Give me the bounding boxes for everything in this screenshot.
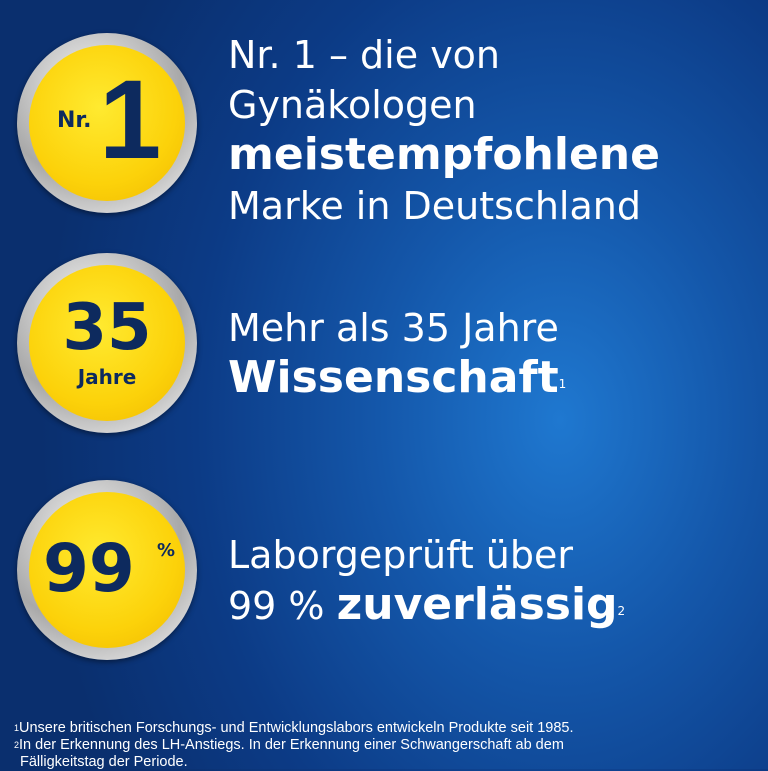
- badge-value: 1: [99, 57, 162, 182]
- badge-prefix: Nr.: [57, 108, 92, 133]
- claim-bold: zuverlässig: [336, 579, 618, 630]
- claim-line: Nr. 1 – die von: [228, 33, 501, 77]
- badge-value: 99: [43, 530, 135, 607]
- footnote-text: In der Erkennung des LH-Anstiegs. In der…: [19, 737, 564, 753]
- claim-prefix: 99 %: [228, 584, 325, 628]
- claim-1: Nr. 1 – die von Gynäkologen meistempfohl…: [228, 30, 660, 231]
- footnote-ref: 1: [558, 377, 567, 391]
- 99-percent-badge: 99 %: [17, 480, 197, 660]
- footnote-mark: 1: [14, 723, 20, 733]
- claim-line: Gynäkologen: [228, 83, 477, 127]
- claim-2: Mehr als 35 Jahre Wissenschaft1: [228, 303, 566, 404]
- claim-bold: meistempfohlene: [228, 129, 660, 180]
- footnote-text: Unsere britischen Forschungs- und Entwic…: [19, 720, 574, 736]
- badge-suffix: Jahre: [77, 365, 137, 389]
- 35-years-badge: 35 Jahre: [17, 253, 197, 433]
- footnote-mark: 2: [14, 740, 20, 750]
- claim-line: Laborgeprüft über: [228, 533, 574, 577]
- claim-line: Mehr als 35 Jahre: [228, 306, 559, 350]
- nr1-badge: Nr. 1: [17, 33, 197, 213]
- claim-bold: Wissenschaft: [228, 352, 559, 403]
- footnote-ref: 2: [617, 604, 626, 618]
- badge-suffix: %: [157, 540, 176, 561]
- footnote-text: Fälligkeitstag der Periode.: [20, 754, 188, 770]
- claim-3: Laborgeprüft über 99 % zuverlässig2: [228, 530, 625, 631]
- badge-value: 35: [62, 291, 152, 365]
- claim-line: Marke in Deutschland: [228, 184, 641, 228]
- footnotes: 1Unsere britischen Forschungs- und Entwi…: [14, 720, 574, 771]
